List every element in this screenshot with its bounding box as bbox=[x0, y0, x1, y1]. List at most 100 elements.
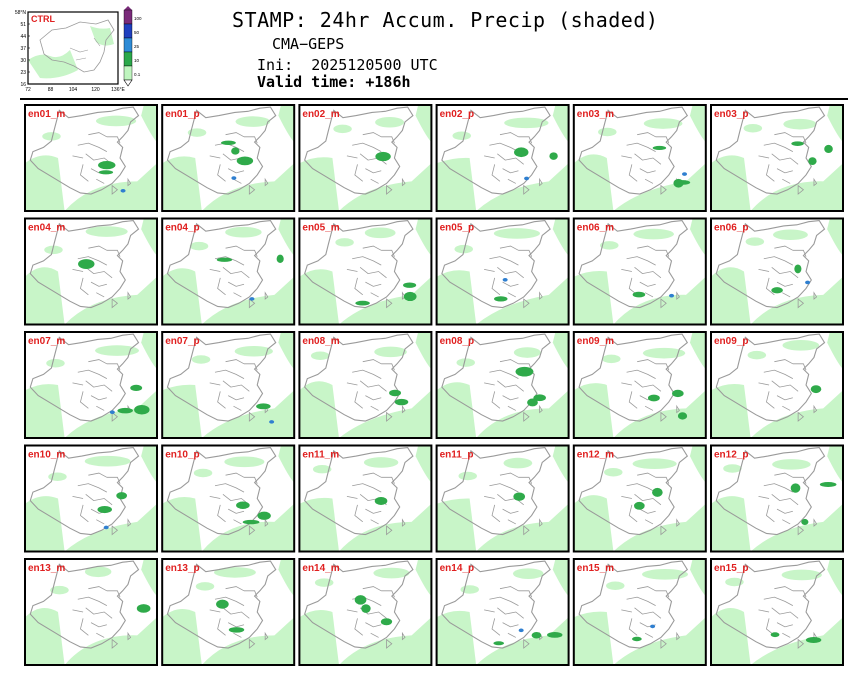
precip-area-southwest bbox=[162, 156, 202, 211]
precip-area-north bbox=[782, 340, 820, 351]
precip-area-south bbox=[201, 617, 295, 665]
panel-frame bbox=[572, 444, 707, 553]
precip-area-southwest bbox=[436, 382, 477, 438]
precip-area-north bbox=[373, 567, 410, 579]
panel-frame bbox=[572, 331, 707, 439]
precip-area-northwest bbox=[602, 354, 621, 364]
panel-frame bbox=[572, 104, 707, 212]
precip-heavy-spot bbox=[790, 483, 801, 493]
precip-heavy-spot bbox=[791, 141, 804, 146]
precip-area-northwest bbox=[50, 585, 69, 595]
panel-frame bbox=[24, 217, 158, 326]
panel-frame bbox=[298, 104, 433, 212]
member-label: en02_p bbox=[440, 109, 474, 120]
precip-heavy-spot bbox=[672, 389, 684, 398]
panel-frame bbox=[161, 217, 296, 326]
precip-heavy-spot bbox=[78, 259, 95, 269]
ctrl-label: CTRL bbox=[31, 14, 55, 24]
panel-frame bbox=[710, 217, 844, 326]
precip-area-northwest bbox=[46, 359, 65, 368]
member-label: en04_m bbox=[28, 223, 65, 234]
precip-area-northwest bbox=[195, 582, 215, 591]
init-time: 2025120500 UTC bbox=[311, 56, 438, 74]
precip-area-northwest bbox=[312, 464, 332, 474]
precip-area-south bbox=[201, 390, 295, 438]
member-label: en01_p bbox=[165, 109, 199, 120]
panel-frame bbox=[710, 331, 844, 439]
precip-area-south bbox=[750, 503, 843, 552]
precip-area-northeast bbox=[141, 445, 157, 483]
precip-area-north bbox=[781, 569, 822, 581]
precip-area-southwest bbox=[573, 154, 614, 211]
precip-area-southwest bbox=[299, 269, 339, 325]
precip-very-heavy-spot bbox=[109, 410, 115, 414]
precip-area-northwest bbox=[606, 581, 625, 590]
panel-frame bbox=[24, 331, 158, 439]
precip-area-northeast bbox=[552, 445, 569, 483]
precip-area-south bbox=[201, 503, 295, 552]
precip-area-northeast bbox=[415, 218, 432, 256]
member-label: en06_p bbox=[714, 223, 748, 234]
panel-frame bbox=[435, 558, 570, 666]
init-time-line: Ini: 2025120500 UTC bbox=[257, 56, 438, 74]
header-divider bbox=[20, 98, 848, 100]
precip-area-northeast bbox=[141, 332, 157, 370]
precip-area-south bbox=[750, 390, 843, 438]
precip-area-southwest bbox=[162, 497, 202, 552]
panel-frame bbox=[24, 444, 158, 553]
precip-heavy-spot bbox=[652, 487, 663, 497]
precip-area-north bbox=[95, 115, 137, 127]
precip-heavy-spot bbox=[134, 404, 150, 415]
colorbar-level-label: 10 bbox=[134, 58, 140, 63]
precip-area-north bbox=[234, 345, 273, 357]
precip-heavy-spot bbox=[527, 398, 538, 407]
precip-area-northeast bbox=[827, 105, 843, 143]
precip-heavy-spot bbox=[808, 157, 817, 166]
precip-heavy-spot bbox=[354, 595, 367, 605]
precip-area-south bbox=[613, 163, 706, 211]
precip-area-north bbox=[374, 346, 407, 358]
precip-area-northeast bbox=[827, 332, 843, 370]
precip-area-southwest bbox=[299, 157, 339, 211]
ctrl-lon-tick-label: 120 bbox=[91, 87, 100, 93]
precip-area-north bbox=[235, 116, 271, 127]
precip-heavy-spot bbox=[394, 398, 409, 406]
member-panel: en14_p bbox=[437, 559, 569, 665]
panel-frame bbox=[435, 217, 570, 326]
precip-area-northeast bbox=[278, 445, 295, 483]
precip-area-north bbox=[503, 457, 533, 469]
colorbar-bottom-arrow bbox=[123, 79, 133, 87]
precip-area-northwest bbox=[458, 471, 477, 481]
precip-heavy-spot bbox=[819, 482, 837, 487]
precip-area-northwest bbox=[725, 577, 744, 587]
ctrl-province-lines bbox=[69, 37, 101, 61]
precip-area-southwest bbox=[25, 607, 65, 665]
member-label: en01_m bbox=[28, 109, 65, 120]
ctrl-lat-tick-label: 44 bbox=[20, 34, 26, 40]
precip-area-southwest bbox=[299, 609, 339, 665]
precip-area-north bbox=[773, 229, 808, 241]
member-panel: en06_p bbox=[711, 219, 843, 325]
precip-very-heavy-spot bbox=[682, 172, 688, 176]
precip-area-southwest bbox=[25, 384, 65, 438]
panel-frame bbox=[161, 558, 296, 666]
precip-heavy-spot bbox=[494, 296, 508, 302]
precip-heavy-spot bbox=[276, 254, 284, 263]
precip-area-south bbox=[64, 276, 157, 325]
precip-area-northwest bbox=[745, 237, 765, 246]
ctrl-lat-tick-label: 58°N bbox=[15, 10, 27, 16]
ctrl-lat-tick-label: 23 bbox=[20, 70, 26, 76]
precip-heavy-spot bbox=[801, 518, 809, 525]
precip-area-northeast bbox=[552, 218, 569, 256]
member-label: en03_m bbox=[577, 109, 614, 120]
precip-area-north bbox=[95, 345, 140, 356]
precip-heavy-spot bbox=[810, 385, 822, 394]
ctrl-panel: CTRL 58°N 51 44 37 30 23 16 72 88 104 120 136°E 10… bbox=[15, 6, 142, 93]
precip-heavy-spot bbox=[677, 412, 688, 420]
precip-area-south bbox=[613, 617, 706, 665]
precip-heavy-spot bbox=[533, 394, 546, 402]
panel-frame bbox=[298, 217, 433, 326]
precip-area-northwest bbox=[598, 127, 617, 137]
precip-area-south bbox=[750, 276, 843, 325]
ctrl-lat-tick-label: 16 bbox=[20, 82, 26, 88]
